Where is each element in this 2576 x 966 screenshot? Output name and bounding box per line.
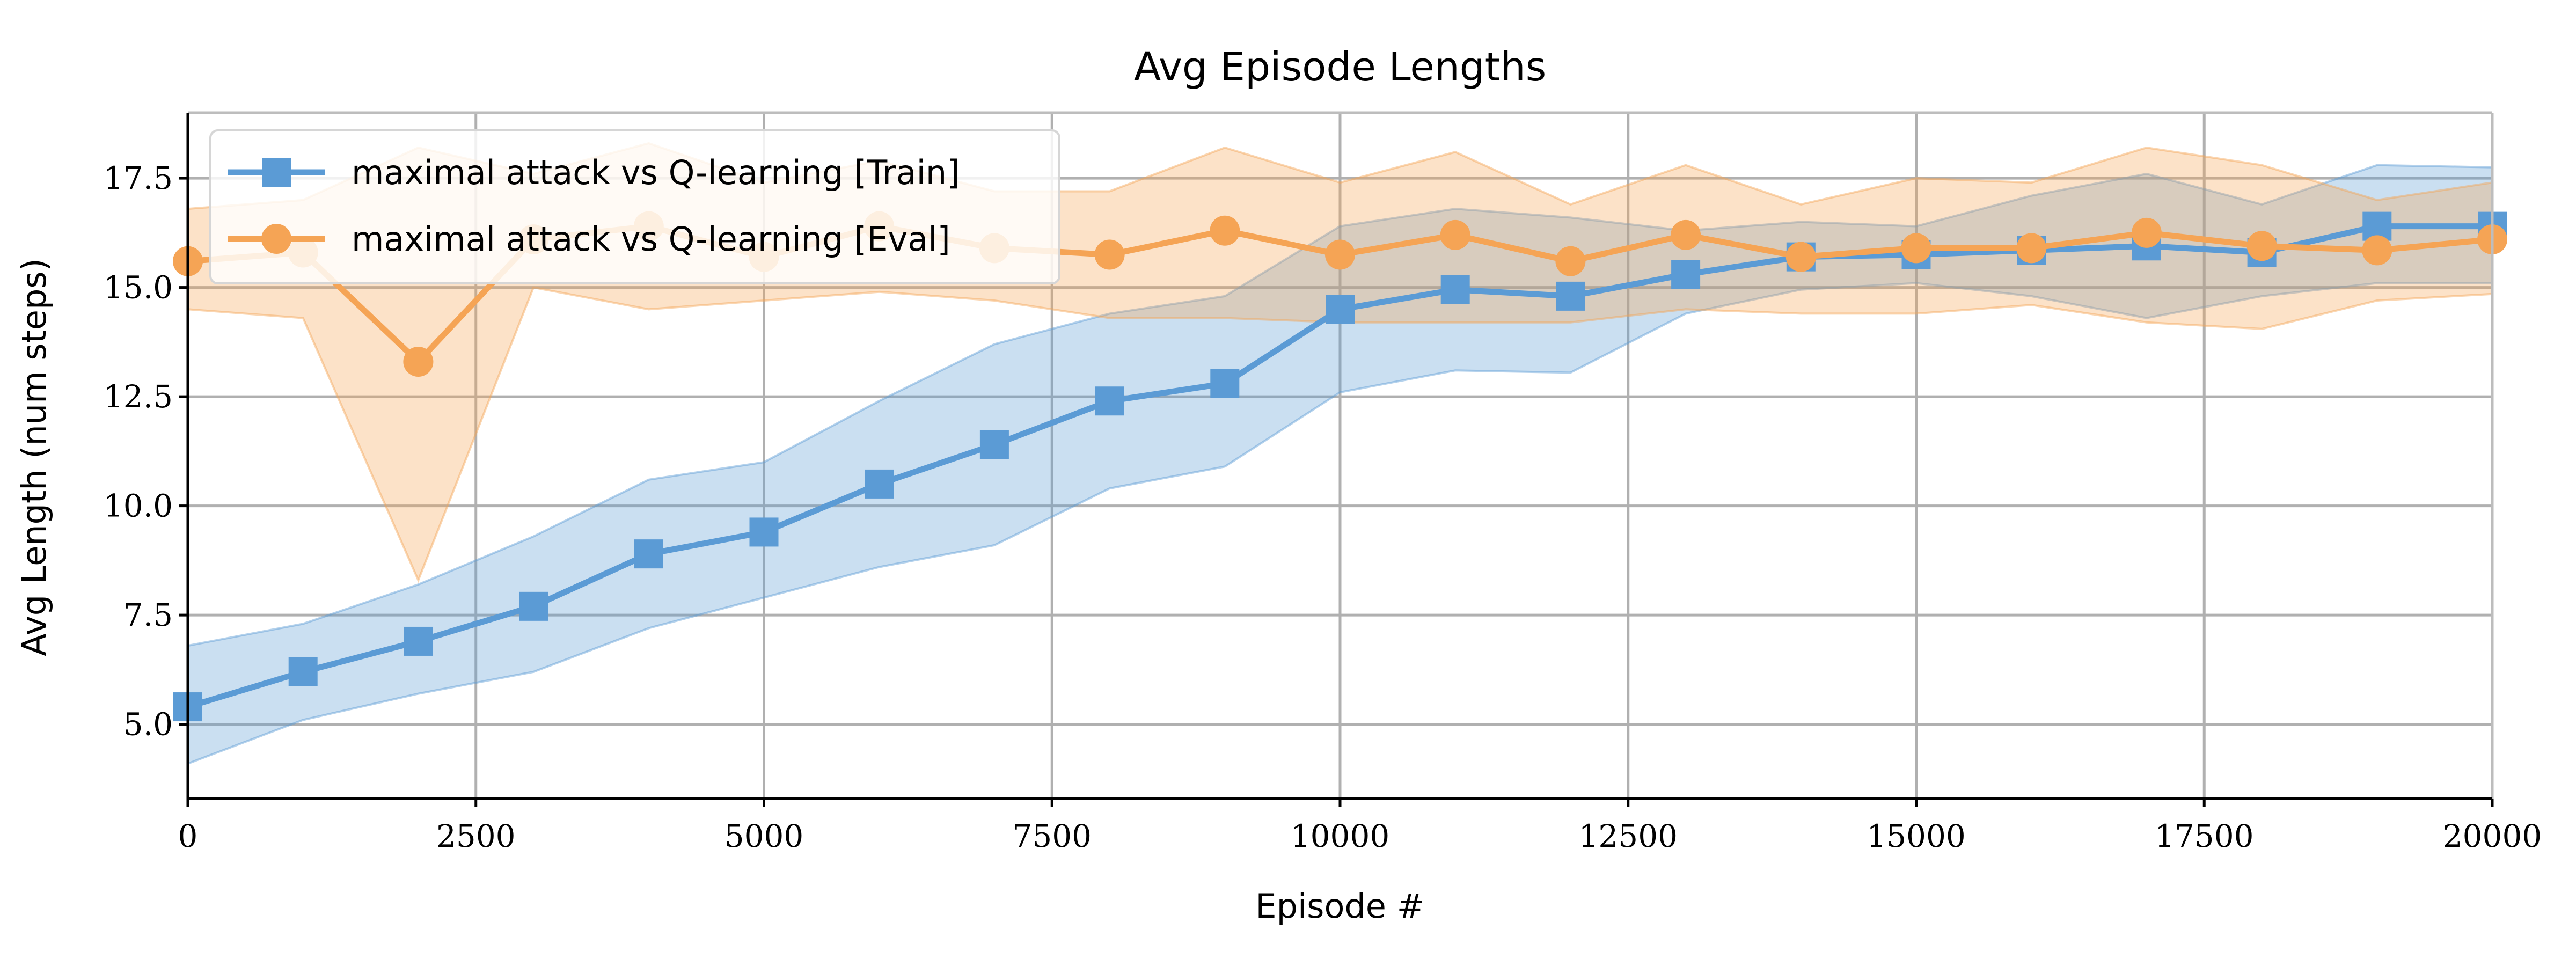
- legend-label-series-1: maximal attack vs Q-learning [Train]: [352, 153, 960, 192]
- data-point-series-1: [1095, 386, 1124, 416]
- data-point-series-1: [404, 626, 433, 656]
- y-tick-label: 10.0: [104, 488, 173, 524]
- x-tick-label: 10000: [1291, 818, 1390, 854]
- legend-marker-series-1: [262, 158, 291, 187]
- data-point-series-2: [1901, 233, 1931, 264]
- data-point-series-2: [1671, 219, 1701, 250]
- data-point-series-2: [403, 346, 434, 377]
- data-point-series-2: [1555, 246, 1586, 276]
- data-point-series-2: [1094, 239, 1125, 270]
- data-point-series-2: [2131, 217, 2162, 248]
- tick-labels: 0 2500 5000 7500 10000 12500 15000 17500 20000 5.…: [104, 160, 2542, 854]
- x-tick-label: 20000: [2443, 818, 2542, 854]
- axes: [179, 111, 2494, 807]
- legend: maximal attack vs Q-learning [Train] maxi…: [209, 129, 1060, 284]
- data-point-series-1: [749, 517, 779, 547]
- y-tick-label: 7.5: [123, 597, 173, 633]
- legend-box: [209, 129, 1060, 284]
- x-tick-label: 0: [178, 818, 198, 854]
- data-point-series-1: [1210, 369, 1240, 398]
- data-point-series-1: [865, 469, 894, 499]
- y-axis-label: Avg Length (num steps): [14, 258, 54, 656]
- legend-label-series-2: maximal attack vs Q-learning [Eval]: [352, 219, 950, 259]
- y-tick-label: 17.5: [104, 160, 173, 196]
- data-point-series-1: [634, 539, 663, 569]
- data-point-series-2: [1325, 239, 1355, 270]
- data-point-series-1: [288, 657, 318, 686]
- data-point-series-1: [519, 591, 548, 621]
- x-tick-label: 17500: [2155, 818, 2254, 854]
- data-point-series-2: [1785, 241, 1816, 272]
- data-point-series-1: [1440, 275, 1470, 304]
- x-axis-label: Episode #: [1255, 887, 1424, 926]
- x-tick-label: 2500: [436, 818, 516, 854]
- data-point-series-1: [1326, 295, 1355, 324]
- chart-title: Avg Episode Lengths: [1134, 44, 1547, 90]
- legend-marker-series-2: [261, 224, 291, 254]
- y-tick-label: 15.0: [104, 269, 173, 306]
- y-tick-label: 12.5: [104, 378, 173, 415]
- data-point-series-1: [979, 430, 1009, 459]
- data-point-series-1: [1556, 281, 1585, 311]
- data-point-series-1: [1671, 260, 1701, 289]
- x-tick-label: 7500: [1012, 818, 1092, 854]
- data-point-series-2: [2246, 231, 2277, 261]
- x-tick-label: 5000: [724, 818, 804, 854]
- data-point-series-2: [1440, 219, 1470, 250]
- x-tick-label: 12500: [1578, 818, 1678, 854]
- x-tick-label: 15000: [1867, 818, 1966, 854]
- data-point-series-2: [2362, 235, 2392, 266]
- data-point-series-2: [1210, 215, 1240, 246]
- data-point-series-2: [2016, 233, 2047, 264]
- y-tick-label: 5.0: [123, 706, 173, 743]
